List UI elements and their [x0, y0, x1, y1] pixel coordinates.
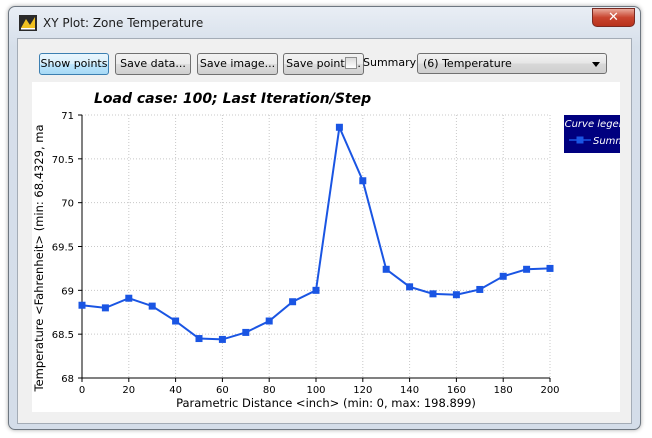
x-tick-label: 20 [122, 385, 135, 396]
x-tick-label: 100 [306, 385, 325, 396]
data-point [312, 286, 320, 294]
y-tick-label: 68 [61, 374, 74, 385]
x-tick-labels: 0 20 40 60 80 100 120 140 160 180 200 [79, 385, 560, 396]
x-tick-label: 80 [263, 385, 276, 396]
data-point [382, 265, 390, 273]
show-points-button[interactable]: Show points [39, 53, 109, 75]
plot-area[interactable]: Load case: 100; Last Iteration/Step 68 68… [32, 82, 636, 412]
close-button[interactable]: ✕ [592, 8, 635, 27]
legend-title: Curve legend [565, 119, 620, 130]
summary-label: Summary [363, 56, 417, 69]
x-axis-label: Parametric Distance <inch> (min: 0, max:… [176, 396, 476, 410]
data-point [195, 335, 203, 343]
save-data-button[interactable]: Save data... [115, 53, 191, 75]
data-point [359, 177, 367, 185]
data-point [546, 264, 554, 272]
data-point [101, 304, 109, 312]
data-point [148, 302, 156, 310]
axes [78, 114, 551, 382]
grid-lines [81, 114, 551, 379]
legend-swatch-marker [576, 136, 584, 144]
data-point [218, 335, 226, 343]
x-tick-label: 140 [400, 385, 419, 396]
close-icon: ✕ [608, 10, 619, 25]
data-point [242, 328, 250, 336]
curve-legend: Curve legend Summer [564, 115, 636, 153]
plot-panel: Show points Save data... Save image... S… [17, 38, 636, 424]
x-tick-label: 40 [169, 385, 182, 396]
title-bar[interactable]: XY Plot: Zone Temperature ✕ [9, 7, 640, 39]
data-point [172, 317, 180, 325]
data-point [523, 265, 531, 273]
data-point [429, 290, 437, 298]
y-tick-labels: 68 68.5 69 69.5 70 70.5 71 [52, 111, 74, 385]
save-image-button[interactable]: Save image... [197, 53, 278, 75]
y-tick-label: 70.5 [52, 155, 74, 166]
x-tick-label: 180 [494, 385, 513, 396]
y-tick-label: 68.5 [52, 330, 74, 341]
window-title: XY Plot: Zone Temperature [43, 16, 204, 30]
data-point [499, 272, 507, 280]
series-layer [78, 123, 554, 343]
app-icon [19, 15, 37, 31]
y-tick-label: 69.5 [52, 243, 74, 254]
data-point [476, 285, 484, 293]
data-point [452, 291, 460, 299]
variable-select[interactable]: (6) Temperature [417, 53, 607, 74]
chevron-down-icon [592, 62, 600, 67]
y-tick-label: 69 [61, 286, 74, 297]
data-point [125, 294, 133, 302]
data-point [289, 298, 297, 306]
y-tick-label: 70 [61, 199, 74, 210]
y-tick-label: 71 [61, 111, 74, 122]
y-axis-label: Temperature <Fahrenheit> (min: 68.4329, … [32, 124, 46, 392]
variable-select-value: (6) Temperature [423, 57, 512, 70]
x-tick-label: 120 [353, 385, 372, 396]
x-tick-label: 0 [79, 385, 85, 396]
x-tick-label: 160 [447, 385, 466, 396]
xy-plot-window: XY Plot: Zone Temperature ✕ Show points … [8, 6, 641, 430]
data-point [335, 123, 343, 131]
xy-chart: Load case: 100; Last Iteration/Step 6868… [32, 91, 636, 410]
x-tick-label: 200 [540, 385, 559, 396]
chart-title: Load case: 100; Last Iteration/Step [94, 91, 371, 107]
legend-series-label: Summer [593, 136, 620, 147]
save-points-button[interactable]: Save points... [283, 53, 364, 75]
data-point [78, 301, 86, 309]
summary-checkbox[interactable] [345, 57, 357, 69]
data-point [406, 283, 414, 291]
data-point [265, 317, 273, 325]
x-tick-label: 60 [216, 385, 229, 396]
